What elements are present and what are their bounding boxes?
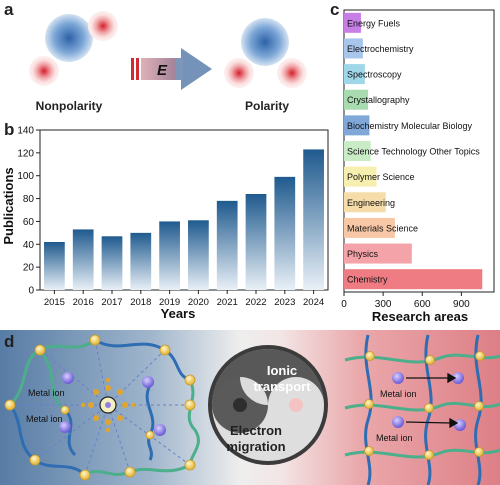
bar	[274, 176, 296, 290]
bar	[188, 220, 209, 290]
bar	[44, 242, 65, 290]
central-metal-complex	[80, 377, 136, 433]
right-blue-sphere	[241, 18, 289, 66]
x-tick-label: 2018	[130, 297, 151, 308]
yin-yang-halves	[212, 349, 324, 461]
panel-a-letter: a	[4, 0, 14, 19]
left-blue-sphere	[45, 14, 93, 62]
right-metal-ion-label-2: Metal ion	[376, 433, 413, 443]
plot-frame	[39, 129, 329, 291]
y-tick-label: 60	[23, 217, 35, 228]
right-metal-ions	[392, 372, 466, 431]
bar	[216, 200, 238, 290]
category-label: Energy Fuels	[347, 18, 401, 28]
left-metal-ion-label-1: Metal ion	[28, 388, 65, 398]
left-red-sphere-top	[88, 11, 118, 41]
ionic-label-line1: Ionic	[267, 363, 297, 378]
bar	[344, 38, 363, 59]
x-axis-label: Research areas	[372, 309, 468, 324]
category-label: Chemistry	[347, 275, 388, 285]
electron-label-line2: migration	[226, 439, 285, 454]
x-tick-label: 2024	[303, 297, 324, 308]
x-tick-label: 2021	[217, 297, 238, 308]
left-metal-ion-label-2: Metal ion	[26, 414, 63, 424]
bar	[344, 243, 412, 264]
bar	[130, 232, 152, 290]
bar	[159, 221, 180, 290]
electric-field-arrow	[131, 48, 212, 90]
bar	[344, 269, 483, 290]
migration-arrows	[405, 372, 459, 429]
field-symbol: E	[157, 62, 168, 79]
panel-c-letter: c	[330, 0, 340, 19]
x-tick-label: 0	[341, 299, 347, 310]
y-axis-label: Publications	[1, 167, 16, 244]
nonpolarity-label: Nonpolarity	[36, 99, 103, 113]
y-tick-label: 100	[17, 171, 34, 182]
left-red-sphere-bottom	[29, 56, 59, 86]
bar	[245, 194, 267, 290]
category-label: Polymer Science	[347, 172, 415, 182]
ionic-label-line2: transport	[253, 379, 311, 394]
x-tick-label: 300	[375, 299, 392, 310]
bar	[72, 229, 94, 290]
bar	[344, 141, 371, 161]
x-tick-label: 2019	[159, 297, 180, 308]
x-tick-label: 900	[453, 299, 470, 310]
bar	[344, 166, 377, 187]
bar	[344, 192, 386, 213]
bar	[344, 64, 365, 85]
right-red-sphere-right	[277, 58, 307, 88]
right-network-nodes	[364, 351, 485, 460]
category-label: Engineering	[347, 198, 395, 208]
right-red-sphere-left	[224, 58, 254, 88]
panel-d-letter: d	[4, 332, 15, 351]
category-label: Science Technology Other Topics	[347, 147, 480, 157]
category-label: Crystallography	[347, 95, 410, 105]
bar	[344, 217, 395, 238]
panel-a-diagram: E Nonpolarity Polarity	[29, 11, 307, 113]
category-label: Materials Science	[347, 223, 418, 233]
category-label: Spectroscopy	[347, 70, 402, 80]
x-tick-label: 2015	[44, 297, 65, 308]
bar	[101, 236, 123, 290]
category-label: Electrochemistry	[347, 44, 414, 54]
y-tick-label: 140	[17, 126, 34, 137]
x-tick-label: 600	[414, 299, 431, 310]
bar	[344, 89, 369, 110]
y-tick-label: 40	[23, 240, 35, 251]
research-areas-bar-chart: Energy Fuels Electrochemistry Spectroscopy…	[341, 9, 495, 324]
electron-label-line1: Electron	[230, 423, 282, 438]
bar	[303, 149, 324, 290]
polarity-label: Polarity	[245, 99, 289, 113]
category-label: Biochemistry Molecular Biology	[347, 121, 473, 131]
x-tick-label: 2022	[245, 297, 266, 308]
y-tick-label: 0	[28, 286, 34, 297]
x-axis-label: Years	[161, 306, 196, 321]
x-tick-label: 2020	[188, 297, 209, 308]
y-tick-label: 20	[23, 263, 35, 274]
publications-bar-chart: 0 20 40 60 80 100 120 140 2015 2016 2017 2018 2019 20…	[1, 126, 329, 321]
panel-b-letter: b	[4, 120, 15, 139]
y-tick-label: 80	[23, 194, 35, 205]
left-metal-ions	[59, 372, 166, 436]
y-tick-label: 120	[17, 148, 34, 159]
bar	[344, 12, 361, 33]
left-network-nodes	[4, 334, 196, 481]
bar	[344, 115, 370, 136]
panel-d-diagram: Metal ion Metal ion Ionic transport Elec…	[0, 330, 500, 485]
x-tick-label: 2017	[101, 297, 122, 308]
right-metal-ion-label-1: Metal ion	[380, 389, 417, 399]
category-label: Physics	[347, 249, 379, 259]
x-tick-label: 2023	[274, 297, 295, 308]
x-tick-label: 2016	[73, 297, 94, 308]
